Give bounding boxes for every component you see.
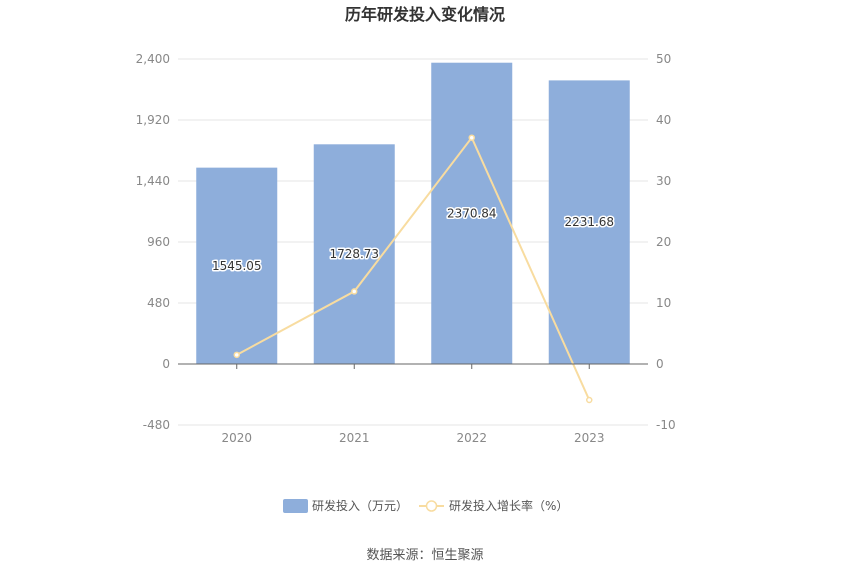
y-right-tick-label: 20 (656, 235, 671, 249)
y-left-tick-label: 1,920 (136, 113, 170, 127)
chart-title: 历年研发投入变化情况 (345, 5, 505, 24)
x-category-label: 2023 (574, 431, 605, 445)
bar-2020 (196, 167, 278, 364)
bar-value-label: 1728.73 (329, 247, 379, 261)
bar-2022 (431, 62, 513, 364)
legend-bar-label: 研发投入（万元） (312, 498, 408, 513)
line-series (233, 134, 593, 404)
x-category-label: 2020 (221, 431, 252, 445)
data-labels: 1545.05 1728.73 2370.84 2231.68 (210, 205, 615, 274)
y-left-tick-label: -480 (143, 418, 170, 432)
bar-value-label: 2370.84 (447, 206, 497, 220)
y-left-tick-label: 2,400 (136, 52, 170, 66)
legend: 研发投入（万元） 研发投入增长率（%） (283, 498, 568, 513)
y-right-tick-label: 40 (656, 113, 671, 127)
y-left-tick-label: 0 (162, 357, 170, 371)
y-left-tick-label: 960 (147, 235, 170, 249)
y-right-tick-label: 50 (656, 52, 671, 66)
growth-point-2022 (468, 134, 475, 141)
bar-2023 (548, 80, 630, 365)
legend-line-marker (425, 500, 438, 512)
x-category-label: 2021 (339, 431, 370, 445)
y-right-tick-label: 0 (656, 357, 664, 371)
y-right-tick-label: 10 (656, 296, 671, 310)
legend-line-label: 研发投入增长率（%） (449, 498, 568, 513)
growth-point-2021 (351, 288, 358, 295)
bar-value-label: 1545.05 (212, 259, 262, 273)
growth-point-2020 (233, 351, 240, 359)
bar-value-label: 2231.68 (564, 215, 614, 229)
legend-bar-swatch (283, 499, 308, 513)
growth-rate-line (236, 135, 591, 401)
y-right-tick-label: -10 (656, 418, 676, 432)
y-left-tick-label: 480 (147, 296, 170, 310)
data-source: 数据来源：恒生聚源 (366, 548, 483, 563)
bar-2021 (313, 144, 395, 364)
y-right-tick-label: 30 (656, 174, 671, 188)
bar-series (196, 62, 630, 365)
x-category-label: 2022 (456, 431, 487, 445)
y-left-tick-label: 1,440 (136, 174, 170, 188)
growth-point-2023 (586, 396, 593, 404)
axes: -480 0 480 960 1,440 1,920 2,400 -10 0 10 20 30 40 50… (136, 52, 676, 445)
